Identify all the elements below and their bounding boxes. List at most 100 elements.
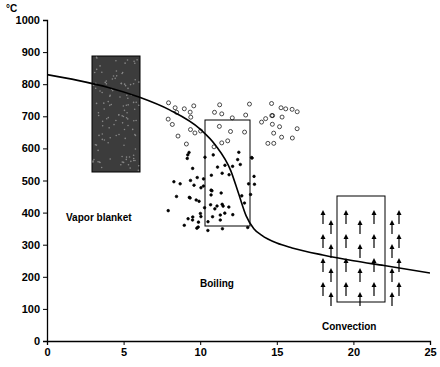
arrow-head xyxy=(329,268,334,273)
tick: 0 xyxy=(44,341,50,358)
bubble xyxy=(232,213,235,216)
stipple xyxy=(98,115,100,117)
bubble xyxy=(278,125,282,129)
stipple xyxy=(107,142,109,144)
chart: 0510152025010020030040050060070080090010… xyxy=(0,0,440,367)
bubble xyxy=(243,130,247,134)
stipple xyxy=(125,85,127,87)
stipple xyxy=(115,135,117,137)
bubble xyxy=(170,122,174,126)
bubble xyxy=(196,227,199,230)
stipple xyxy=(109,94,111,96)
tick: 500 xyxy=(22,175,47,187)
bubble xyxy=(191,216,194,219)
tick: 1000 xyxy=(16,14,47,26)
tick-label: 400 xyxy=(22,207,40,219)
stipple xyxy=(109,137,111,139)
bubble xyxy=(247,102,251,106)
arrow-head xyxy=(390,244,395,249)
bubble xyxy=(216,166,219,169)
stipple xyxy=(133,160,135,162)
bubble xyxy=(183,224,186,227)
stipple xyxy=(135,101,137,103)
bubble xyxy=(214,208,217,211)
arrow-head xyxy=(329,244,334,249)
bubble xyxy=(207,220,210,223)
tick-label: 20 xyxy=(348,346,360,358)
tick-mark xyxy=(43,52,47,53)
arrow-head xyxy=(358,220,363,225)
stipple xyxy=(135,148,137,150)
tick-mark xyxy=(43,309,47,310)
bubble xyxy=(272,131,276,135)
bubble xyxy=(230,116,234,120)
tick-label: 0 xyxy=(34,335,40,347)
tick: 10 xyxy=(195,341,207,358)
bubble xyxy=(270,122,274,126)
stipple xyxy=(102,133,104,135)
tick-mark xyxy=(43,245,47,246)
stipple xyxy=(133,102,135,104)
stipple xyxy=(127,98,129,100)
bubble xyxy=(251,157,254,160)
stipple xyxy=(127,104,129,106)
stipple xyxy=(107,117,109,119)
bubble xyxy=(217,124,221,128)
bubble xyxy=(212,154,215,157)
bubble xyxy=(199,212,202,215)
tick: 0 xyxy=(34,335,47,347)
bubble xyxy=(253,175,256,178)
tick: 200 xyxy=(22,271,47,283)
stipple xyxy=(127,118,129,120)
bubble xyxy=(189,197,192,200)
arrow-head xyxy=(358,268,363,273)
stipple xyxy=(133,120,135,122)
stipple xyxy=(101,167,103,169)
bubble xyxy=(243,202,246,205)
bubble xyxy=(167,101,171,105)
stipple xyxy=(138,104,140,106)
stipple xyxy=(124,83,126,85)
stipple xyxy=(135,120,137,122)
y-axis: 01002003004005006007008009001000 xyxy=(16,14,48,347)
stipple xyxy=(129,167,131,169)
stipple xyxy=(112,78,114,80)
bubble xyxy=(260,120,264,124)
stipple xyxy=(122,72,124,74)
stipple xyxy=(99,162,101,164)
stipple xyxy=(138,165,140,167)
stipple xyxy=(126,117,128,119)
bubble xyxy=(272,141,276,145)
tick-label: 25 xyxy=(424,346,436,358)
bubble xyxy=(249,193,252,196)
stipple xyxy=(96,144,98,146)
bubble xyxy=(188,128,192,132)
bubble xyxy=(188,151,191,154)
convection-box xyxy=(337,196,385,302)
tick: 5 xyxy=(121,341,127,358)
bubble xyxy=(239,163,242,166)
stipple xyxy=(96,57,98,59)
tick-label: 1000 xyxy=(16,14,40,26)
stipple xyxy=(133,83,135,85)
arrow-head xyxy=(358,244,363,249)
tick-label: 0 xyxy=(44,346,50,358)
stipple xyxy=(109,158,111,160)
bubble xyxy=(203,206,206,209)
stipple xyxy=(134,62,136,64)
stipple xyxy=(135,135,137,137)
stipple xyxy=(92,160,94,162)
arrow-head xyxy=(372,234,377,239)
bubble xyxy=(210,174,213,177)
bubble xyxy=(210,194,213,197)
stipple xyxy=(124,129,126,131)
stipple xyxy=(102,139,104,141)
stipple xyxy=(112,90,114,92)
tick-mark xyxy=(43,341,47,342)
bubble xyxy=(226,139,230,143)
stipple xyxy=(93,159,95,161)
bubble xyxy=(167,209,170,212)
stipple xyxy=(123,144,125,146)
stipple xyxy=(133,154,135,156)
tick-label: 300 xyxy=(22,239,40,251)
